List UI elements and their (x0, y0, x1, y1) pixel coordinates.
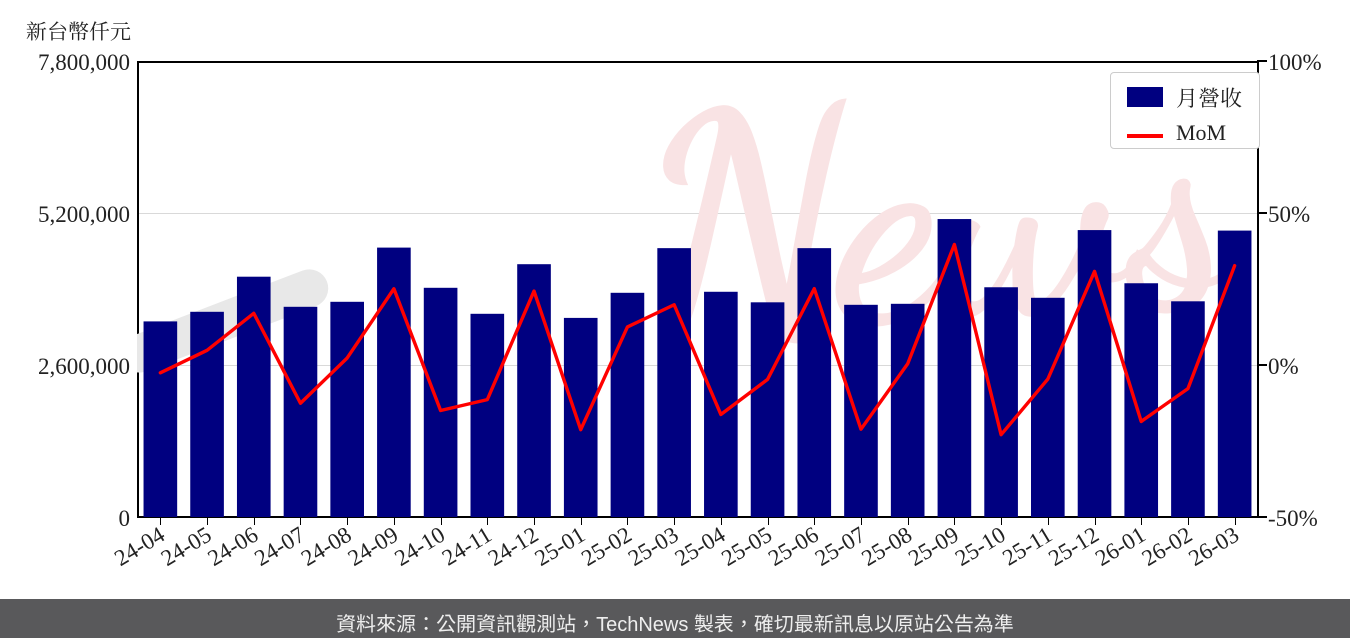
svg-text:24-11: 24-11 (438, 522, 496, 571)
svg-text:25-11: 25-11 (998, 522, 1056, 571)
svg-text:26-03: 26-03 (1184, 522, 1243, 571)
